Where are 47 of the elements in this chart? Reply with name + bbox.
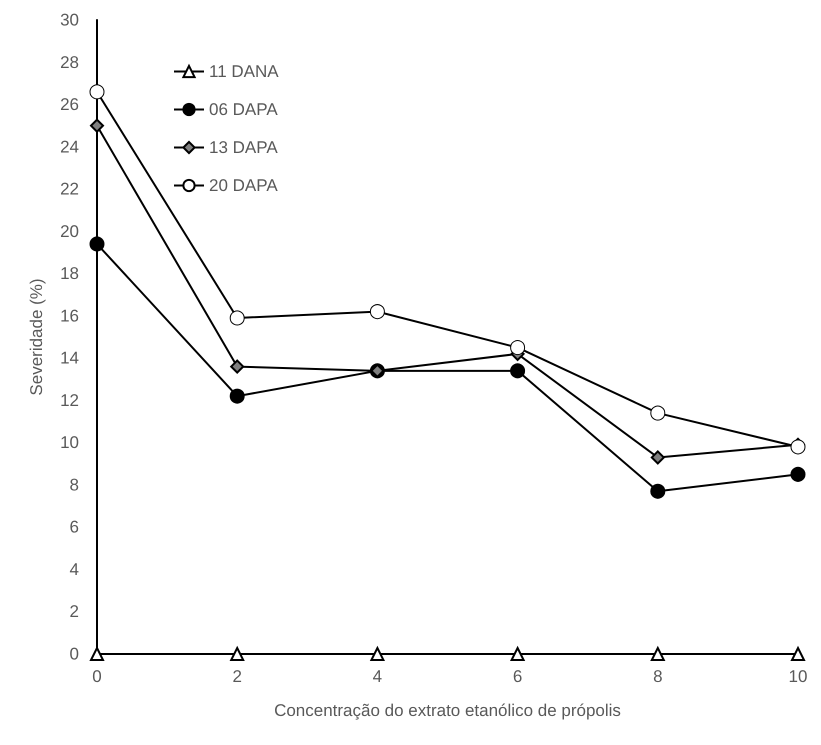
- point: [230, 388, 245, 404]
- point: [791, 647, 805, 661]
- point: [510, 363, 526, 378]
- x-tick-label: 0: [92, 667, 102, 686]
- y-tick-label: 8: [70, 475, 79, 494]
- point: [650, 484, 666, 499]
- y-tick-label: 22: [60, 180, 79, 199]
- point: [510, 340, 526, 356]
- point: [650, 406, 666, 421]
- point: [370, 647, 384, 661]
- point: [90, 84, 104, 100]
- point: [230, 310, 245, 326]
- x-tick-label: 10: [788, 667, 808, 686]
- y-tick-label: 14: [60, 348, 79, 368]
- legend-label: 20 DAPA: [209, 176, 278, 195]
- y-tick-label: 16: [60, 306, 79, 326]
- point: [510, 647, 525, 661]
- y-tick-label: 6: [70, 518, 79, 537]
- point: [230, 647, 244, 661]
- point: [650, 647, 665, 661]
- y-tick-label: 20: [60, 222, 79, 241]
- point: [790, 466, 806, 482]
- y-tick-label: 10: [60, 433, 79, 452]
- point: [90, 118, 104, 133]
- point: [90, 647, 104, 661]
- x-tick-label: 8: [653, 667, 663, 686]
- y-tick-label: 18: [60, 264, 79, 284]
- y-tick-label: 26: [60, 95, 79, 114]
- point: [230, 360, 244, 374]
- y-tick-label: 12: [60, 390, 79, 410]
- point: [650, 450, 665, 464]
- y-tick-label: 24: [60, 137, 79, 156]
- x-axis-title: Concentração do extrato etanólico de própolis: [274, 701, 621, 720]
- legend-label: 06 DAPA: [209, 100, 278, 119]
- y-tick-label: 2: [70, 602, 79, 622]
- legend-label: 11 DANA: [209, 62, 280, 81]
- y-tick-label: 30: [60, 10, 79, 30]
- y-tick-label: 28: [60, 52, 79, 72]
- y-tick-label: 4: [70, 560, 79, 579]
- point: [90, 236, 104, 252]
- x-tick-label: 4: [372, 667, 382, 686]
- point: [370, 304, 385, 320]
- x-tick-label: 6: [512, 667, 522, 686]
- legend-label: 13 DAPA: [209, 138, 278, 157]
- y-tick-label: 0: [70, 644, 79, 664]
- y-axis-title: Severidade (%): [27, 278, 46, 396]
- x-tick-label: 2: [232, 667, 242, 686]
